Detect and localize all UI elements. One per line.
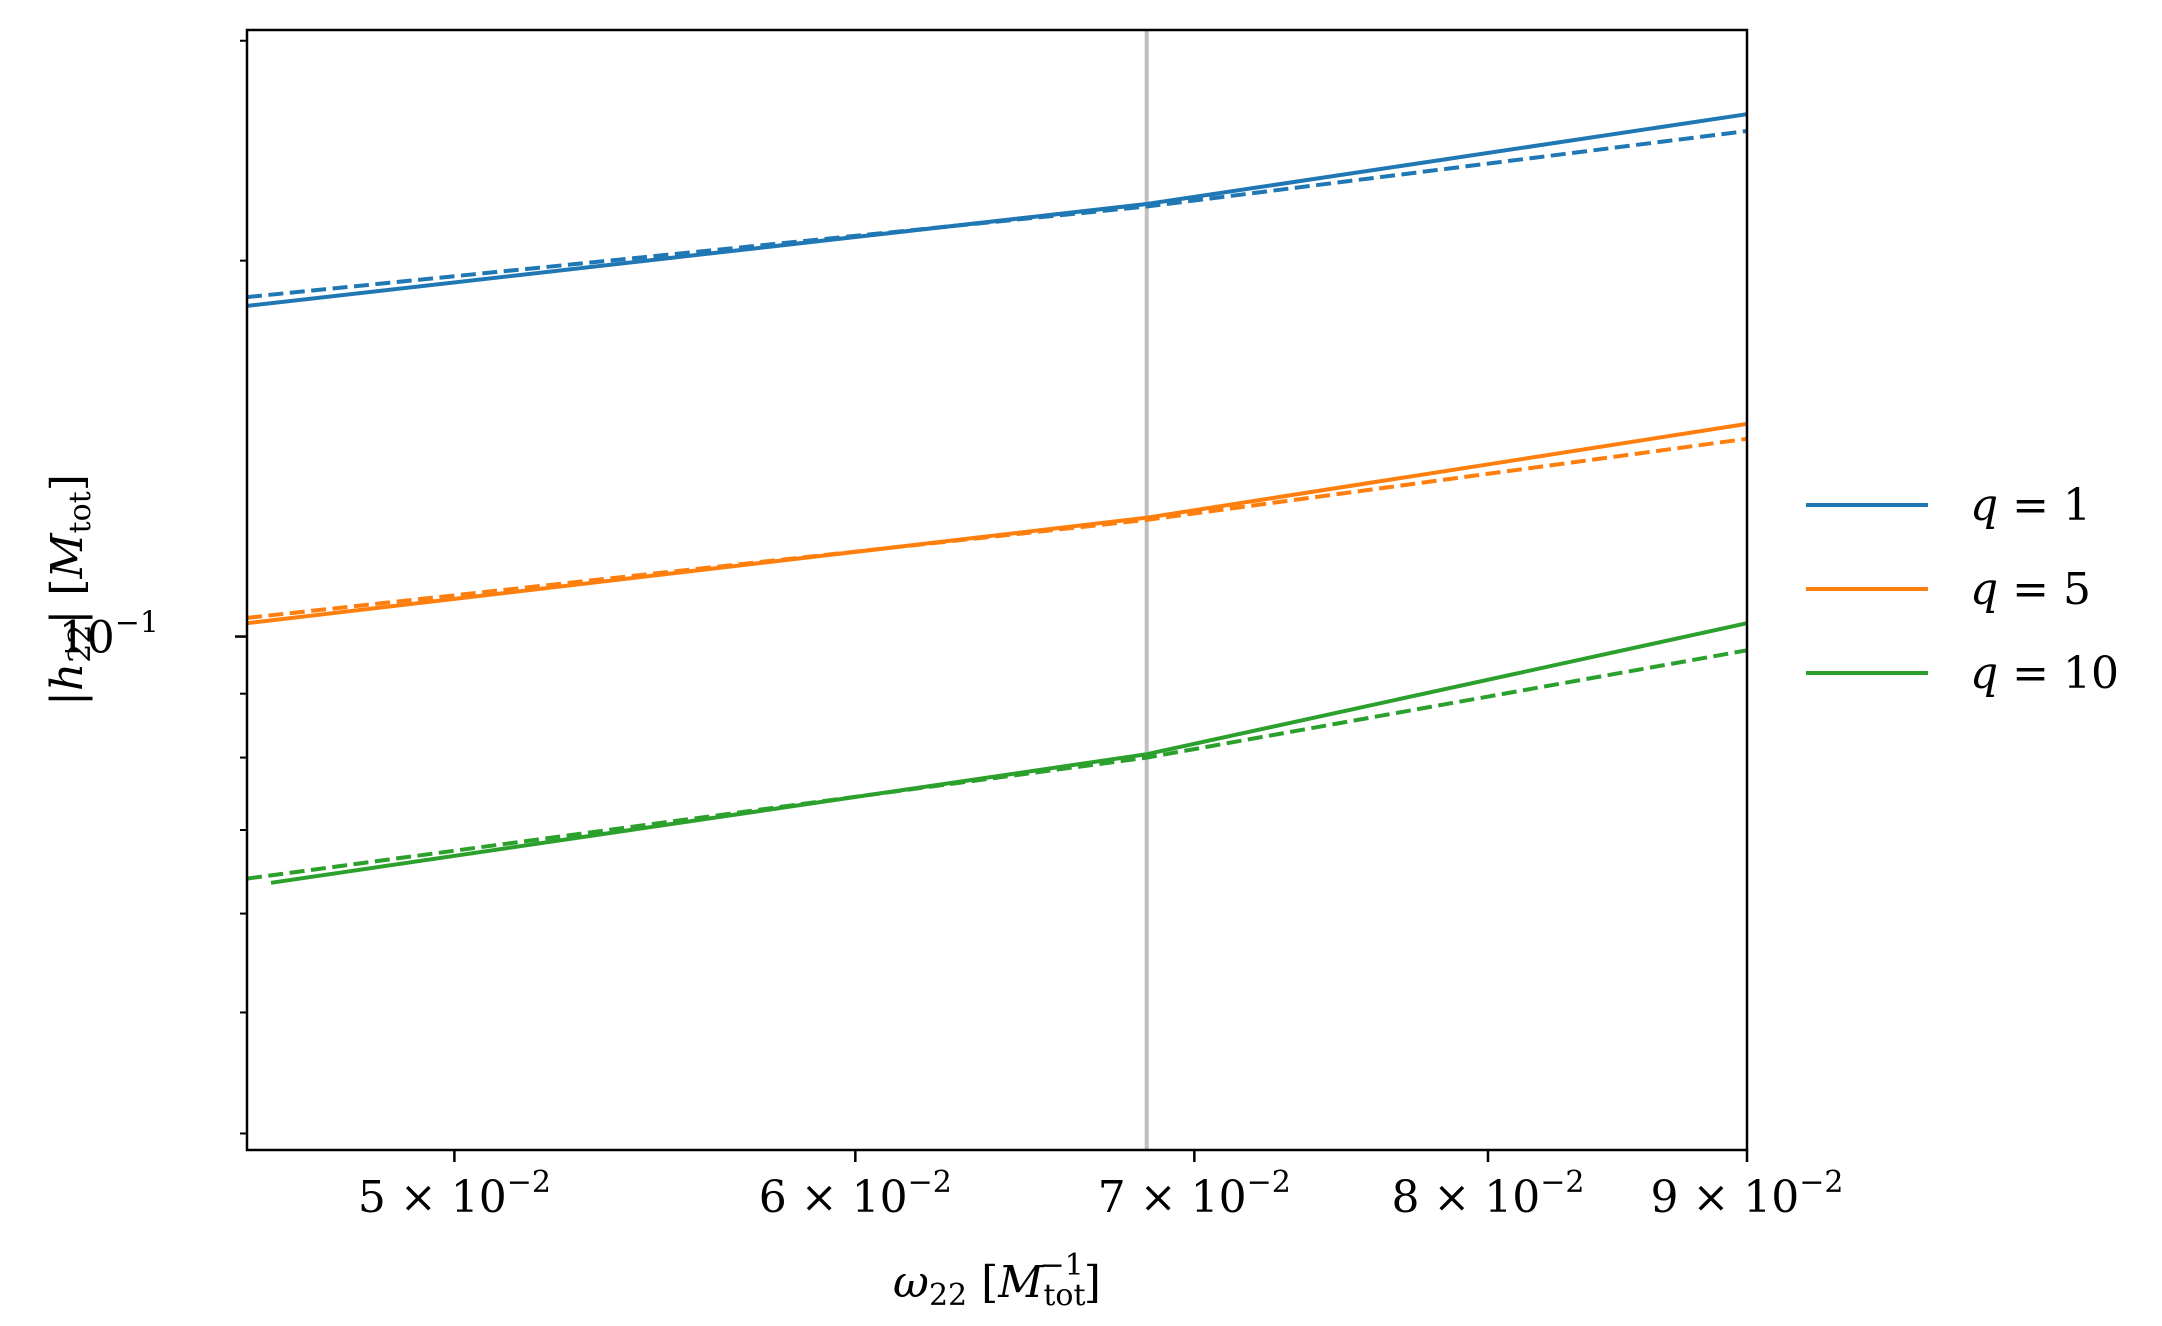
legend: q = 1 q = 5 q = 10 [1806,480,2119,699]
plot-background [247,30,1747,1150]
x-tick-label: 6 × 10−2 [759,1165,952,1223]
plot-marks [246,30,1748,1150]
x-tick-label: 9 × 10−2 [1650,1165,1843,1223]
legend-label: q = 5 [1970,564,2091,615]
series-line-q5-dashed [246,436,1748,620]
series-line-q10-solid [270,621,1748,885]
series-line-q1-solid [246,112,1748,308]
series-line-q1-dashed [246,129,1748,300]
legend-label: q = 10 [1970,648,2119,699]
x-tick-label: 8 × 10−2 [1391,1165,1584,1223]
y-tick-label: 10−1 [59,606,159,664]
legend-label: q = 1 [1970,480,2091,531]
x-tick-label: 7 × 10−2 [1098,1165,1291,1223]
series-line-q10-dashed [246,648,1748,881]
axis-ticks: 5 × 10−2 6 × 10−2 7 × 10−2 8 × 10−2 9 × 10−2… [59,39,1844,1223]
x-axis-title: ω22 [Mtot−1] [893,1248,1101,1313]
plot-frame [245,28,1749,1152]
y-axis-title: |h22|[Mtot] [42,474,98,706]
series-line-q5-solid [246,421,1748,626]
x-tick-label: 5 × 10−2 [358,1165,551,1223]
